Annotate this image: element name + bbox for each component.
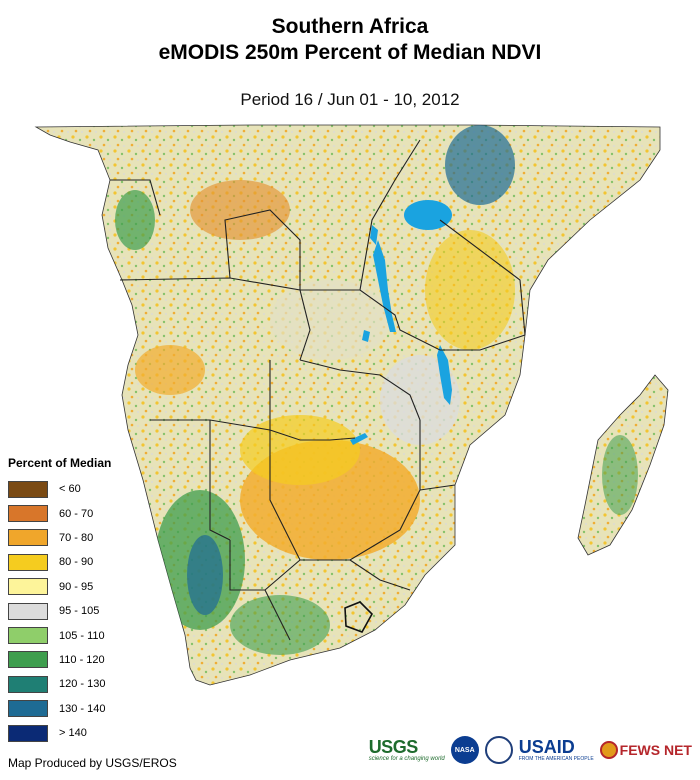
legend-label: 70 - 80 xyxy=(59,531,94,544)
wet-zone-east xyxy=(445,125,515,205)
legend-label: 130 - 140 xyxy=(59,702,106,715)
legend-title: Percent of Median xyxy=(8,456,112,470)
wet-zone-gabon xyxy=(115,190,155,250)
legend-row: 80 - 90 xyxy=(8,550,148,574)
legend-label: 80 - 90 xyxy=(59,556,94,569)
legend-label: 105 - 110 xyxy=(59,629,105,642)
ndvi-map xyxy=(34,124,669,686)
seal-icon xyxy=(484,736,513,764)
dry-zone-congo xyxy=(190,180,290,240)
legend-swatch xyxy=(8,529,48,547)
usgs-tagline: science for a changing world xyxy=(368,756,445,762)
nasa-logo-text: NASA xyxy=(454,746,475,754)
lake-kariba xyxy=(350,433,368,445)
legend: Percent of Median < 60 60 - 70 70 - 80 80 -… xyxy=(8,456,148,745)
usgs-logo: USGS science for a changing world xyxy=(369,738,445,762)
legend-label: 90 - 95 xyxy=(59,580,94,593)
legend-row: 90 - 95 xyxy=(8,575,148,599)
lake-mweru xyxy=(362,330,370,342)
legend-rows: < 60 60 - 70 70 - 80 80 - 90 90 - 95 95 - 105… xyxy=(8,477,148,745)
lake-victoria xyxy=(404,200,452,230)
legend-swatch xyxy=(8,675,48,693)
wet-zone-madagascar xyxy=(602,435,638,515)
map-period: Period 16 / Jun 01 - 10, 2012 xyxy=(240,90,460,109)
very-wet-zone-namibia xyxy=(187,535,223,615)
legend-swatch xyxy=(8,578,48,596)
normal-zone-zambia xyxy=(270,280,390,360)
legend-swatch xyxy=(8,602,48,620)
legend-row: 95 - 105 xyxy=(8,599,148,623)
legend-row: 70 - 80 xyxy=(8,526,148,550)
nasa-logo: NASA xyxy=(450,736,479,764)
usaid-logo-text: USAID xyxy=(518,737,575,757)
usgs-logo-text: USGS xyxy=(368,737,419,757)
legend-row: 60 - 70 xyxy=(8,501,148,525)
map-title-line1: Southern Africa xyxy=(271,15,429,38)
dry-zone-angola xyxy=(135,345,205,395)
legend-row: 110 - 120 xyxy=(8,648,148,672)
legend-swatch xyxy=(8,505,48,523)
legend-label: < 60 xyxy=(59,483,81,496)
legend-row: 130 - 140 xyxy=(8,697,148,721)
dry-zone-tanzania xyxy=(425,230,515,350)
fewsnet-logo: FEWS NET xyxy=(599,741,692,759)
lake-kivu xyxy=(370,225,378,245)
legend-row: 105 - 110 xyxy=(8,623,148,647)
logo-strip: USGS science for a changing world NASA U… xyxy=(369,736,692,764)
legend-row: > 140 xyxy=(8,721,148,745)
wet-zone-south-africa xyxy=(230,595,330,655)
legend-row: 120 - 130 xyxy=(8,672,148,696)
lake-malawi xyxy=(437,345,452,405)
fewsnet-logo-text: FEWS NET xyxy=(619,742,692,758)
legend-swatch xyxy=(8,651,48,669)
map-title-line2: eMODIS 250m Percent of Median NDVI xyxy=(158,41,542,64)
normal-zone-mozambique xyxy=(380,355,460,445)
legend-label: 60 - 70 xyxy=(59,507,94,520)
usaid-logo: USAID FROM THE AMERICAN PEOPLE xyxy=(519,738,594,762)
sun-icon xyxy=(599,741,618,759)
legend-swatch xyxy=(8,553,48,571)
legend-swatch xyxy=(8,627,48,645)
lesotho-outline xyxy=(344,601,373,633)
dry-zone-zambia-south xyxy=(240,415,360,485)
lake-tanganyika xyxy=(373,240,396,332)
legend-label: 95 - 105 xyxy=(59,605,100,618)
legend-label: 120 - 130 xyxy=(59,678,106,691)
usaid-tagline: FROM THE AMERICAN PEOPLE xyxy=(518,756,594,762)
legend-label: 110 - 120 xyxy=(59,653,105,666)
country-boundaries xyxy=(110,139,526,641)
legend-swatch xyxy=(8,724,48,742)
map-credit: Map Produced by USGS/EROS xyxy=(8,756,177,770)
legend-swatch xyxy=(8,480,48,498)
legend-swatch xyxy=(8,700,48,718)
legend-row: < 60 xyxy=(8,477,148,501)
legend-label: > 140 xyxy=(59,727,87,740)
